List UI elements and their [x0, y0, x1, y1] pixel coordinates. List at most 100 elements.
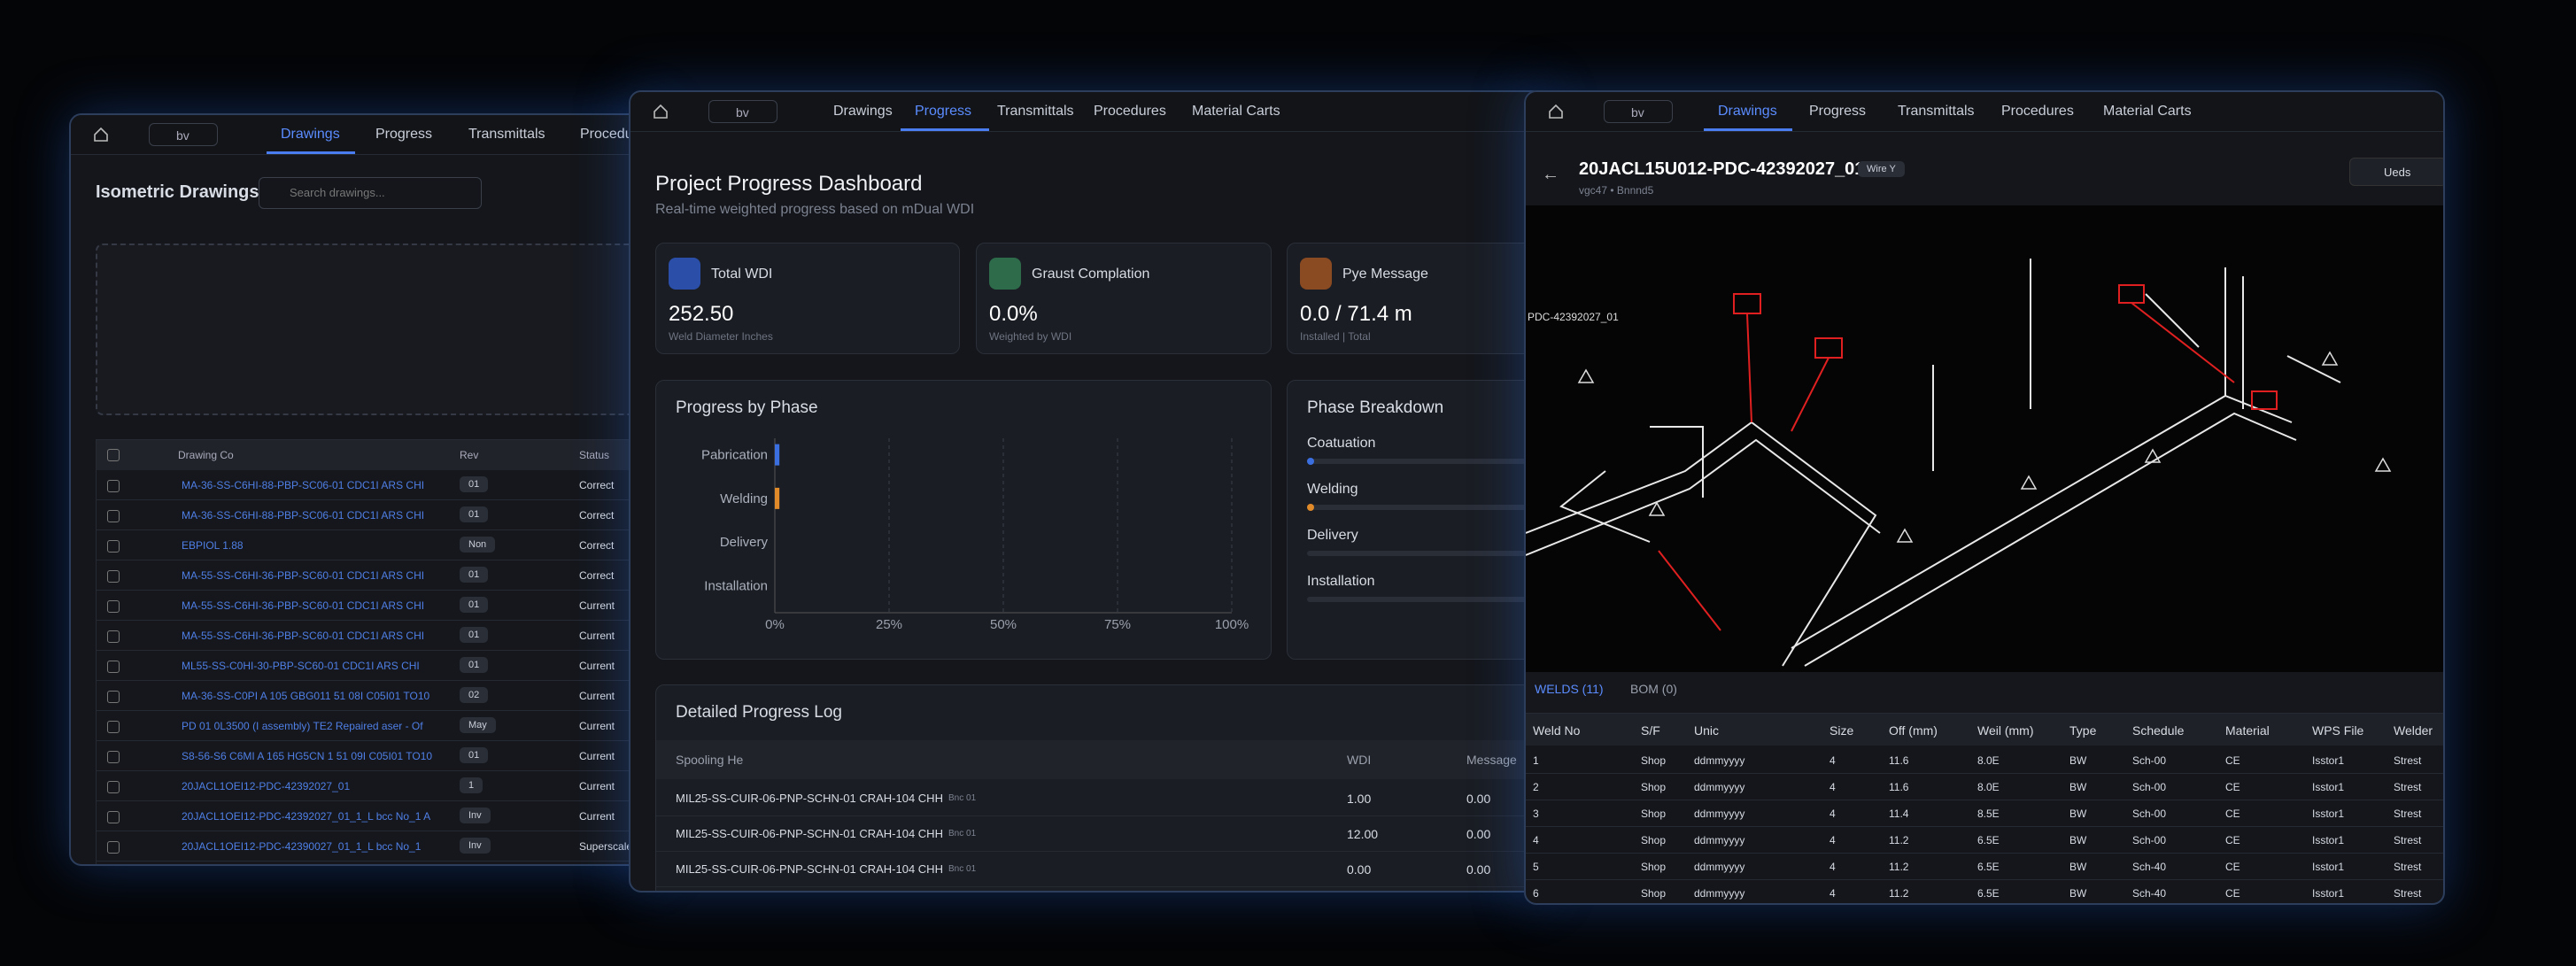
drawing-code[interactable]: 20JACL1OEI12-PDC-42390027_01_1_L bcc No_…	[182, 840, 422, 853]
weld-cell: 11.6	[1889, 754, 1909, 767]
nav-bar: bv Drawings Progress Transmittals Procedures…	[630, 92, 1543, 132]
drawing-code[interactable]: 20JACL1OEI12-PDC-42392027_01	[182, 780, 351, 792]
weld-cell: 8.5E	[1977, 808, 2000, 820]
progress-track	[1307, 551, 1543, 556]
checkbox[interactable]	[107, 811, 120, 823]
weld-cell: BW	[2069, 887, 2087, 900]
welds-column-header: Weil (mm)	[1977, 723, 2034, 738]
drawing-code[interactable]: MA-36-SS-C6HI-88-PBP-SC06-01 CDC1I ARS C…	[182, 509, 425, 522]
bar	[775, 487, 780, 509]
drawing-code[interactable]: 20JACL1OEI12-PDC-42392027_01_1_L bcc No_…	[182, 810, 431, 823]
back-arrow[interactable]: ←	[1542, 165, 1559, 184]
nav-tab[interactable]: Drawings	[833, 104, 893, 119]
nav-tab[interactable]: Procedures	[2001, 104, 2074, 119]
home-icon[interactable]	[92, 126, 110, 143]
weld-cell: 4	[1830, 861, 1836, 873]
dashboard-subtitle: Real-time weighted progress based on mDu…	[655, 202, 975, 217]
card-value: 0.0%	[989, 302, 1038, 326]
spool-name: MIL25-SS-CUIR-06-PNP-SCHN-01 CRAH-104 CH…	[676, 827, 943, 840]
nav-tab[interactable]: Progress	[1809, 104, 1867, 119]
row-divider	[1526, 879, 2443, 880]
wdi-value: 0.00	[1347, 862, 1372, 877]
checkbox[interactable]	[107, 691, 120, 703]
checkbox[interactable]	[107, 721, 120, 733]
drawing-code[interactable]: MA-55-SS-C6HI-36-PBP-SC60-01 CDC1I ARS C…	[182, 599, 425, 612]
drawing-code[interactable]: PD 01 0L3500 (I assembly) TE2 Repaired a…	[182, 720, 423, 732]
message-value: 0.00	[1466, 827, 1491, 841]
callout-leader	[2131, 302, 2235, 383]
active-indicator	[1704, 128, 1792, 131]
wdi-value: 1.00	[1347, 792, 1372, 806]
weld-cell: CE	[2225, 808, 2240, 820]
drawing-code[interactable]: MA-55-SS-C6HI-36-PBP-SC60-01 CDC1I ARS C…	[182, 630, 425, 642]
x-tick-label: 0%	[765, 617, 785, 632]
checkbox[interactable]	[107, 480, 120, 492]
revision: 01	[460, 567, 489, 583]
project-dropdown[interactable]: bv	[708, 100, 777, 123]
checkbox[interactable]	[107, 751, 120, 763]
header-row	[97, 440, 655, 470]
checkbox[interactable]	[107, 630, 120, 643]
nav-tab[interactable]: Transmittals	[468, 127, 545, 142]
weld-cell: CE	[2225, 834, 2240, 846]
drawing-code[interactable]: S8-56-S6 C6MI A 165 HG5CN 1 51 09I C05I0…	[182, 750, 433, 762]
status: Correct	[579, 539, 615, 552]
weld-cell: ddmmyyyy	[1694, 887, 1745, 900]
weld-cell: 8.0E	[1977, 781, 2000, 793]
toolbar-button[interactable]: Ueds	[2349, 158, 2443, 186]
home-shape	[654, 104, 668, 119]
nav-tab[interactable]: Material Carts	[1192, 104, 1280, 119]
weld-cell: Shop	[1641, 887, 1667, 900]
nav-tab[interactable]: Drawings	[1718, 104, 1777, 119]
home-icon[interactable]	[652, 103, 669, 120]
checkbox[interactable]	[107, 570, 120, 583]
checkbox[interactable]	[107, 600, 120, 613]
card-label: Pye Message	[1342, 267, 1428, 282]
weld-cell: Sch-00	[2132, 808, 2167, 820]
log-column-header: Message	[1466, 753, 1517, 767]
welds-column-header: Weld No	[1533, 723, 1581, 738]
bottom-tab[interactable]: WELDS (11)	[1535, 682, 1604, 696]
nav-tab[interactable]: Transmittals	[997, 104, 1074, 119]
nav-tab[interactable]: Progress	[375, 127, 433, 142]
phase-chart-card: Progress by Phase 0% 25% 50% 75% 100% Pabricat…	[655, 380, 1272, 660]
callout-box	[2118, 284, 2145, 304]
weld-cell: 4	[1830, 781, 1836, 793]
drawings-table: Drawing Co Rev Status MA-36-SS-C6HI-88-PBP-…	[96, 439, 655, 864]
active-indicator	[267, 151, 355, 154]
checkbox[interactable]	[107, 841, 120, 854]
drawings-panel: bv Drawings Progress Transmittals Procedur Is…	[69, 113, 657, 866]
status: Current	[579, 780, 615, 792]
spool-tag: Bnc 01	[948, 829, 977, 838]
weld-cell: 4	[1533, 834, 1539, 846]
nav-bar: bv Drawings Progress Transmittals Procedur	[71, 115, 655, 155]
checkbox[interactable]	[107, 449, 120, 461]
nav-tab[interactable]: Drawings	[281, 127, 340, 142]
drawing-code[interactable]: MA-55-SS-C6HI-36-PBP-SC60-01 CDC1I ARS C…	[182, 569, 425, 582]
bottom-tab[interactable]: BOM (0)	[1630, 682, 1677, 696]
project-dropdown[interactable]: bv	[149, 123, 218, 146]
status: Correct	[579, 569, 615, 582]
weld-cell: 2	[1533, 781, 1539, 793]
nav-tab[interactable]: Transmittals	[1898, 104, 1975, 119]
drawing-code[interactable]: MA-36-SS-C6HI-88-PBP-SC06-01 CDC1I ARS C…	[182, 479, 425, 491]
row-divider	[97, 861, 655, 862]
drawing-code[interactable]: MA-36-SS-C0PI A 105 GBG011 51 08I C05I01…	[182, 690, 430, 702]
nav-tab[interactable]: Progress	[915, 104, 972, 119]
nav-tab[interactable]: Procedur	[580, 127, 638, 142]
weld-cell: Strest	[2394, 834, 2422, 846]
checkbox[interactable]	[107, 661, 120, 673]
checkbox[interactable]	[107, 510, 120, 522]
card-label: Graust Complation	[1032, 267, 1150, 282]
project-dropdown[interactable]: bv	[1604, 100, 1673, 123]
nav-tab[interactable]: Material Carts	[2103, 104, 2192, 119]
home-icon[interactable]	[1547, 103, 1565, 120]
checkbox[interactable]	[107, 540, 120, 553]
nav-tab[interactable]: Procedures	[1094, 104, 1166, 119]
drawing-code[interactable]: ML55-SS-C0HI-30-PBP-SC60-01 CDC1I ARS CH…	[182, 660, 420, 672]
search-box[interactable]: Search drawings...	[259, 177, 482, 209]
welds-column-header: S/F	[1641, 723, 1660, 738]
checkbox[interactable]	[107, 781, 120, 793]
drawing-code[interactable]: EBPIOL 1.88	[182, 539, 244, 552]
weld-cell: Isstor1	[2312, 808, 2345, 820]
